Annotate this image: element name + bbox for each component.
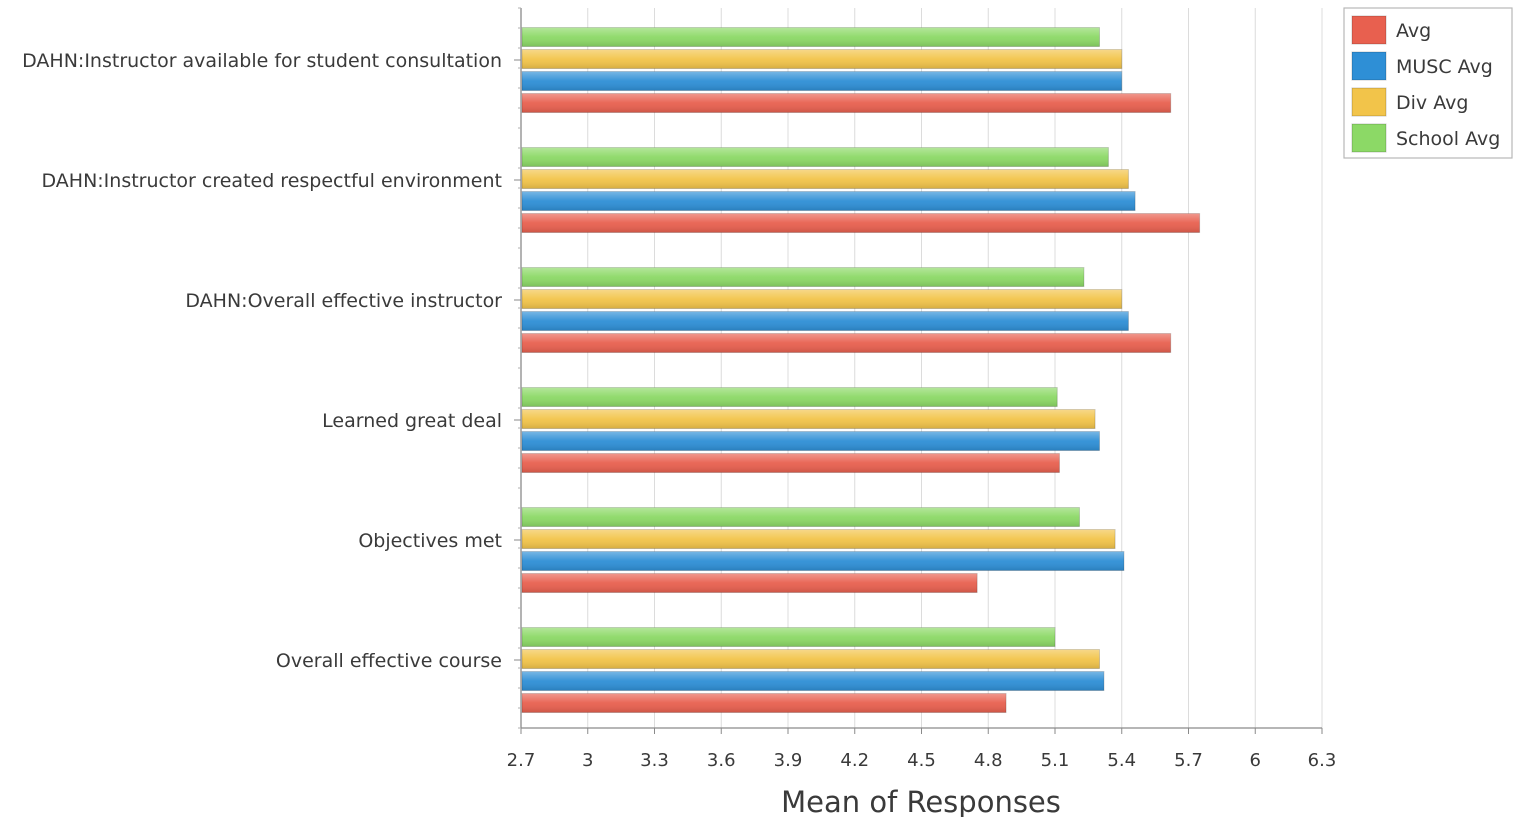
bar-shading xyxy=(522,71,1122,91)
category-labels: DAHN:Instructor available for student co… xyxy=(22,50,502,672)
bar-shading xyxy=(522,453,1060,473)
bar-shading xyxy=(522,627,1055,647)
bar-shading xyxy=(522,507,1080,527)
bar-shading xyxy=(522,147,1109,167)
x-tick-label: 3 xyxy=(582,750,593,771)
grid-lines xyxy=(520,8,1323,728)
x-tick-label: 4.5 xyxy=(907,750,936,771)
bar-shading xyxy=(522,409,1096,429)
legend-label: Div Avg xyxy=(1396,92,1468,114)
bar-shading xyxy=(522,191,1136,211)
x-tick-label: 6.3 xyxy=(1308,750,1337,771)
bar-shading xyxy=(522,169,1129,189)
bar-shading xyxy=(522,387,1058,407)
bar-shading xyxy=(522,649,1100,669)
bar-shading xyxy=(522,333,1171,353)
legend-swatch xyxy=(1351,123,1387,153)
bar-shading xyxy=(522,693,1007,713)
category-label: DAHN:Instructor available for student co… xyxy=(22,50,502,72)
bar-shading xyxy=(522,213,1200,233)
x-tick-label: 5.7 xyxy=(1174,750,1203,771)
legend-label: School Avg xyxy=(1396,128,1500,150)
legend-label: Avg xyxy=(1396,20,1431,42)
bar-shading xyxy=(522,27,1100,47)
x-tick-label: 3.9 xyxy=(774,750,803,771)
legend: Avg MUSC Avg Div Avg School Avg xyxy=(1343,7,1513,159)
bar-shading xyxy=(522,93,1171,113)
x-tick-label: 6 xyxy=(1250,750,1261,771)
axes xyxy=(514,7,1323,734)
bars xyxy=(521,27,1201,713)
bar-shading xyxy=(522,311,1129,331)
bar-shading xyxy=(522,49,1122,69)
legend-label: MUSC Avg xyxy=(1396,56,1493,78)
bar-shading xyxy=(522,267,1084,287)
category-label: Objectives met xyxy=(358,530,502,552)
bar-shading xyxy=(522,431,1100,451)
x-tick-label: 4.2 xyxy=(840,750,869,771)
x-tick-label: 2.7 xyxy=(507,750,536,771)
x-tick-label: 5.1 xyxy=(1041,750,1070,771)
x-tick-labels: 2.7 3 3.3 3.6 3.9 4.2 4.5 4.8 5.1 5.4 5.7 6 6.3 xyxy=(507,750,1337,771)
category-label: Overall effective course xyxy=(276,650,502,672)
x-tick-label: 3.6 xyxy=(707,750,736,771)
legend-swatch xyxy=(1351,15,1387,45)
x-tick-label: 3.3 xyxy=(640,750,669,771)
legend-swatch xyxy=(1351,51,1387,81)
x-tick-label: 5.4 xyxy=(1107,750,1136,771)
bar-shading xyxy=(522,529,1116,549)
bar-shading xyxy=(522,289,1122,309)
category-label: Learned great deal xyxy=(322,410,502,432)
category-label: DAHN:Instructor created respectful envir… xyxy=(41,170,502,192)
bar-shading xyxy=(522,551,1124,571)
category-label: DAHN:Overall effective instructor xyxy=(185,290,502,312)
x-tick-label: 4.8 xyxy=(974,750,1003,771)
bar-shading xyxy=(522,573,978,593)
bar-shading xyxy=(522,671,1104,691)
x-axis-title: Mean of Responses xyxy=(781,785,1061,817)
legend-swatch xyxy=(1351,87,1387,117)
